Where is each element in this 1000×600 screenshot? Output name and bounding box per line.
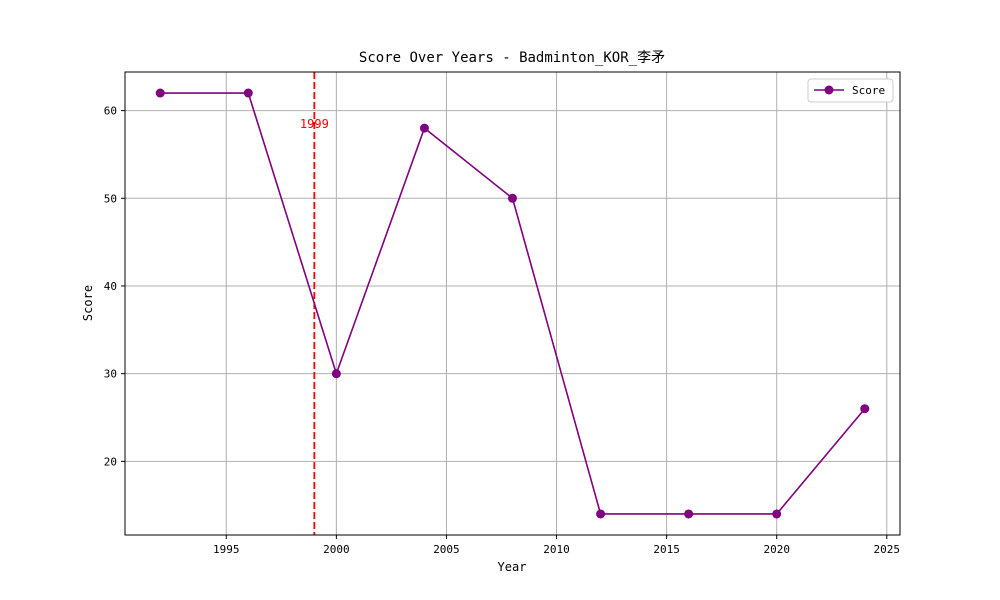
series-layer: [155, 88, 870, 519]
x-tick-label: 2025: [874, 543, 901, 556]
data-point: [419, 123, 429, 133]
y-tick-label: 40: [104, 280, 117, 293]
legend-point-marker: [824, 85, 834, 95]
x-axis-label: Year: [498, 560, 527, 574]
data-point: [772, 509, 782, 519]
series-line: [160, 92, 866, 515]
legend: Score: [807, 78, 894, 103]
data-point: [684, 509, 694, 519]
data-point: [860, 404, 870, 414]
grid: [125, 72, 900, 535]
x-tick-label: 2000: [323, 543, 350, 556]
data-point: [331, 369, 341, 379]
data-point: [155, 88, 165, 98]
y-axis-label: Score: [81, 285, 95, 321]
plot-frame: [124, 71, 901, 536]
reference-line-label: 1999: [300, 117, 329, 131]
data-point: [508, 193, 517, 203]
x-tick-label: 1995: [213, 543, 240, 556]
x-tick-label: 2005: [433, 543, 460, 556]
data-point: [243, 88, 253, 98]
x-tick-label: 2020: [763, 543, 790, 556]
y-tick-label: 60: [104, 105, 117, 118]
legend-label: Score: [852, 84, 885, 97]
x-tick-label: 2010: [543, 543, 570, 556]
data-point: [596, 509, 606, 519]
x-tick-label: 2015: [653, 543, 680, 556]
legend-box: [807, 78, 894, 103]
chart-title: Score Over Years - Badminton_KOR_李矛: [359, 50, 665, 66]
y-tick-label: 50: [104, 192, 117, 205]
y-tick-label: 20: [104, 455, 117, 468]
y-tick-label: 30: [104, 368, 117, 381]
